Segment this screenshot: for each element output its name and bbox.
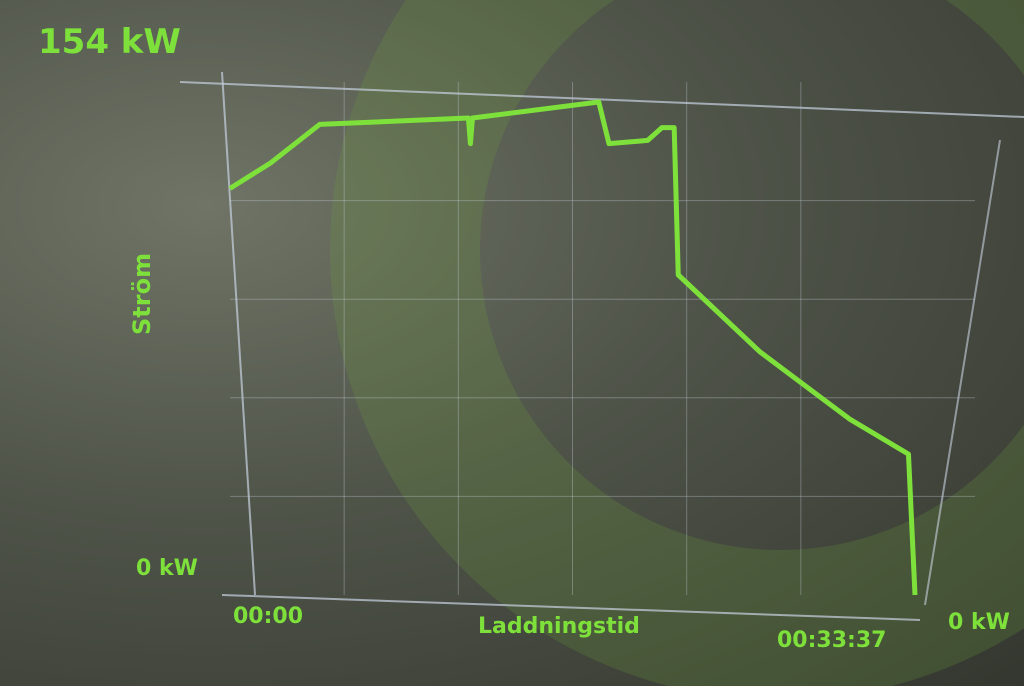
y-axis-label: Ström [128,252,156,335]
y-axis-line [221,71,256,596]
x-start-label: 00:00 [233,604,304,629]
x-axis-line [221,594,921,621]
y-max-label: 154 kW [38,22,181,62]
x-axis-label: Laddningstid [478,614,640,639]
charging-power-line [228,99,918,596]
top-axis-line [179,81,1024,118]
y-min-label: 0 kW [136,556,198,581]
right-axis-line [924,139,1001,606]
background-reflection [330,0,1024,686]
x-end-label: 00:33:37 [777,628,887,653]
right-value-label: 0 kW [948,610,1010,635]
